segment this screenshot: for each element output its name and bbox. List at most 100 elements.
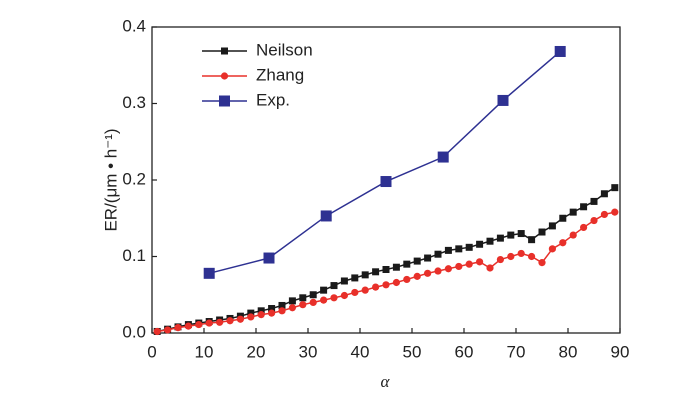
point (268, 305, 276, 313)
point (590, 197, 598, 205)
point (611, 208, 619, 216)
point (517, 249, 525, 258)
point (203, 267, 215, 279)
point (195, 320, 203, 329)
point (392, 278, 400, 287)
y-tick-label: 0.1 (122, 246, 146, 265)
legend-label: Neilson (256, 40, 313, 59)
point (559, 239, 567, 247)
point (351, 288, 359, 297)
point (554, 45, 566, 57)
point (164, 326, 172, 334)
point (184, 322, 192, 330)
legend-marker (220, 72, 229, 80)
point (569, 208, 577, 216)
y-tick-label: 0.0 (122, 322, 146, 341)
point (538, 228, 546, 236)
point (600, 190, 608, 198)
x-tick-label: 70 (507, 342, 526, 361)
point (507, 231, 515, 239)
point (465, 243, 473, 251)
plot-frame (151, 26, 621, 334)
point (559, 214, 567, 222)
point (380, 176, 392, 188)
point (236, 315, 244, 323)
x-axis-label: α (381, 372, 391, 391)
point (320, 286, 328, 294)
point (372, 283, 380, 291)
point (299, 301, 307, 309)
y-tick-label: 0.2 (122, 169, 146, 188)
point (372, 268, 380, 276)
point (257, 307, 265, 315)
point (528, 236, 536, 244)
point (413, 272, 421, 280)
point (548, 222, 556, 230)
point (361, 271, 369, 279)
legend-marker (219, 95, 230, 107)
point (437, 151, 449, 163)
x-tick-label: 60 (455, 342, 474, 361)
point (590, 216, 598, 225)
y-tick-label: 0.3 (122, 93, 146, 112)
x-tick-label: 50 (403, 342, 422, 361)
point (528, 252, 536, 261)
point (580, 223, 588, 232)
point (340, 291, 348, 300)
point (299, 294, 307, 302)
point (392, 263, 400, 271)
point (434, 250, 442, 258)
point (153, 327, 161, 336)
x-tick-label: 20 (247, 342, 266, 361)
point (580, 203, 588, 211)
x-tick-label: 40 (351, 342, 370, 361)
point (330, 294, 338, 302)
series-line (209, 50, 561, 275)
point (517, 230, 525, 238)
x-tick-label: 30 (299, 342, 318, 361)
point (351, 274, 359, 282)
point (330, 282, 338, 290)
point (486, 237, 494, 245)
point (320, 296, 328, 304)
point (263, 252, 275, 264)
point (174, 324, 182, 332)
point (205, 319, 213, 327)
point (288, 304, 296, 312)
point (496, 255, 504, 264)
point (288, 297, 296, 305)
point (424, 269, 432, 277)
point (361, 286, 369, 294)
point (216, 318, 224, 326)
point (247, 309, 255, 317)
point (424, 254, 432, 262)
point (268, 309, 276, 317)
y-tick-label: 0.4 (122, 16, 146, 35)
point (507, 252, 515, 261)
point (611, 184, 619, 192)
point (413, 257, 421, 265)
point (497, 94, 509, 106)
x-tick-label: 10 (195, 342, 214, 361)
point (569, 231, 577, 239)
x-tick-label: 80 (559, 342, 578, 361)
point (455, 245, 463, 253)
point (309, 291, 317, 299)
x-tick-label: 0 (147, 342, 156, 361)
point (382, 281, 390, 289)
point (403, 275, 411, 284)
y-axis-label: ER/(μm • h⁻¹) (101, 128, 120, 231)
x-tick-label: 90 (611, 342, 630, 361)
point (486, 264, 494, 272)
legend-label: Zhang (256, 65, 304, 84)
point (382, 266, 390, 274)
point (278, 301, 286, 309)
point (434, 267, 442, 275)
point (496, 234, 504, 242)
point (538, 259, 546, 267)
point (476, 240, 484, 248)
point (444, 265, 452, 273)
point (403, 260, 411, 268)
point (444, 246, 452, 254)
